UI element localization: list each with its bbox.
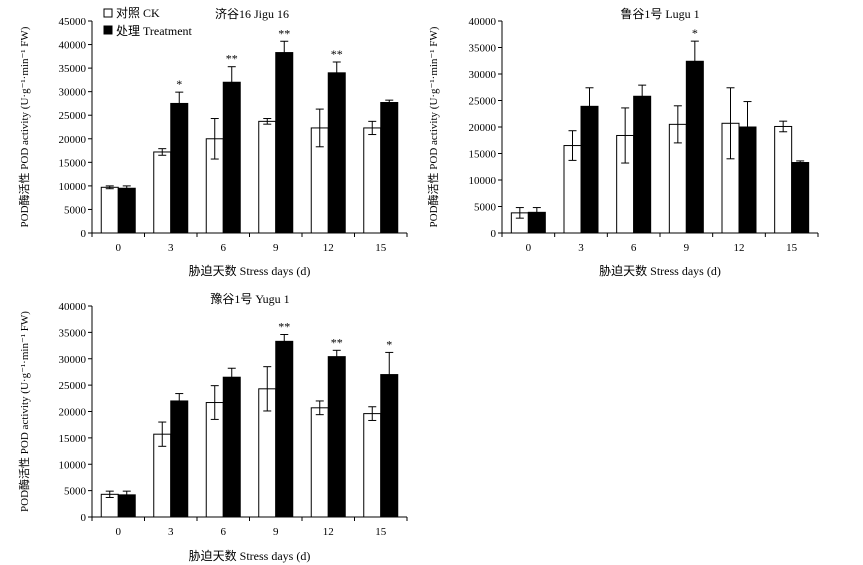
significance-mark: ** [278,26,290,40]
significance-mark: ** [226,52,238,66]
y-tick-label: 10000 [59,459,87,471]
bar-ck [258,120,277,234]
chart-jigu16: 济谷16 Jigu 16 0 5000 10000 15000 20000 25000 300… [17,6,408,278]
bar-treatment [380,102,399,234]
x-tick-label: 9 [684,242,690,254]
chart-title: 豫谷1号 Yugu 1 [210,292,289,306]
x-tick-label: 12 [323,526,334,538]
significance-mark: * [692,26,698,40]
significance-mark: * [176,77,182,91]
y-tick-label: 5000 [64,486,87,498]
x-tick-label: 6 [631,242,637,254]
x-tick-label: 15 [375,526,387,538]
legend-label-ck: 对照 CK [116,6,160,20]
y-tick-label: 20000 [59,134,87,146]
y-tick-label: 15000 [59,433,87,445]
y-tick-label: 20000 [59,407,87,419]
legend-swatch-ck [103,8,113,18]
chart-title: 鲁谷1号 Lugu 1 [620,7,699,21]
x-tick-label: 3 [168,242,174,254]
bar-treatment [580,105,599,234]
bar-treatment [222,81,241,234]
x-tick-label: 6 [221,242,227,254]
y-tick-label: 35000 [59,327,87,339]
significance-mark: ** [331,47,343,61]
y-tick-label: 40000 [59,301,87,313]
bar-treatment [685,60,704,234]
y-tick-label: 30000 [59,87,87,99]
x-tick-label: 12 [323,242,334,254]
x-tick-label: 9 [273,242,279,254]
x-tick-label: 0 [116,526,122,538]
bar-treatment [633,95,652,234]
x-tick-label: 15 [375,242,387,254]
significance-mark: ** [331,335,343,349]
y-tick-label: 10000 [59,181,87,193]
bar-treatment [327,72,346,234]
x-tick-label: 0 [526,242,532,254]
bar-ck [310,407,329,518]
y-tick-label: 25000 [469,96,497,108]
chart-title: 济谷16 Jigu 16 [215,6,289,21]
y-tick-label: 10000 [469,175,497,187]
bar-treatment [791,162,810,234]
y-tick-label: 40000 [59,40,87,52]
legend-swatch-treatment [103,25,113,35]
y-tick-label: 45000 [59,16,87,28]
x-axis-label: 胁迫天数 Stress days (d) [189,263,311,278]
x-tick-label: 0 [116,242,122,254]
legend: 对照 CK 处理 Treatment [103,6,193,38]
significance-mark: ** [278,319,290,333]
y-tick-label: 40000 [469,16,497,28]
chart-yugu1: 豫谷1号 Yugu 1 0 5000 10000 15000 20000 25000 3000… [17,292,408,563]
y-axis-label: POD酶活性 POD activity (U·g⁻¹·min⁻¹ FW) [426,26,440,227]
y-tick-label: 0 [81,512,87,524]
bar-ck [153,151,172,234]
x-tick-label: 9 [273,526,279,538]
significance-mark: * [386,337,392,351]
x-tick-label: 3 [578,242,584,254]
y-tick-label: 25000 [59,110,87,122]
y-tick-label: 20000 [469,122,497,134]
bar-treatment [170,400,189,518]
bar-ck [100,186,119,234]
x-tick-label: 12 [734,242,745,254]
bar-ck [363,413,382,518]
x-axis-label: 胁迫天数 Stress days (d) [599,263,721,278]
legend-label-treatment: 处理 Treatment [116,24,193,38]
x-tick-label: 15 [786,242,798,254]
y-tick-label: 5000 [474,202,497,214]
y-tick-label: 0 [81,228,87,240]
y-tick-label: 15000 [469,149,497,161]
y-tick-label: 0 [491,228,497,240]
y-tick-label: 35000 [469,43,497,55]
y-tick-label: 30000 [59,354,87,366]
x-tick-label: 6 [221,526,227,538]
bar-ck [363,127,382,234]
y-tick-label: 15000 [59,157,87,169]
y-axis-label: POD酶活性 POD activity (U·g⁻¹·min⁻¹ FW) [17,26,31,227]
x-axis-label: 胁迫天数 Stress days (d) [189,548,311,563]
y-axis-label: POD酶活性 POD activity (U·g⁻¹·min⁻¹ FW) [17,311,31,512]
bar-treatment [275,340,294,518]
bar-treatment [170,102,189,234]
bar-treatment [222,376,241,518]
y-tick-label: 30000 [469,69,497,81]
y-tick-label: 25000 [59,380,87,392]
bar-ck [774,125,793,234]
x-tick-label: 3 [168,526,174,538]
bar-treatment [275,52,294,234]
y-tick-label: 5000 [64,204,87,216]
y-tick-label: 35000 [59,63,87,75]
bar-treatment [327,356,346,518]
chart-lugu1: 鲁谷1号 Lugu 1 0 5000 10000 15000 20000 25000 3000… [426,7,819,278]
bar-treatment [117,187,136,234]
